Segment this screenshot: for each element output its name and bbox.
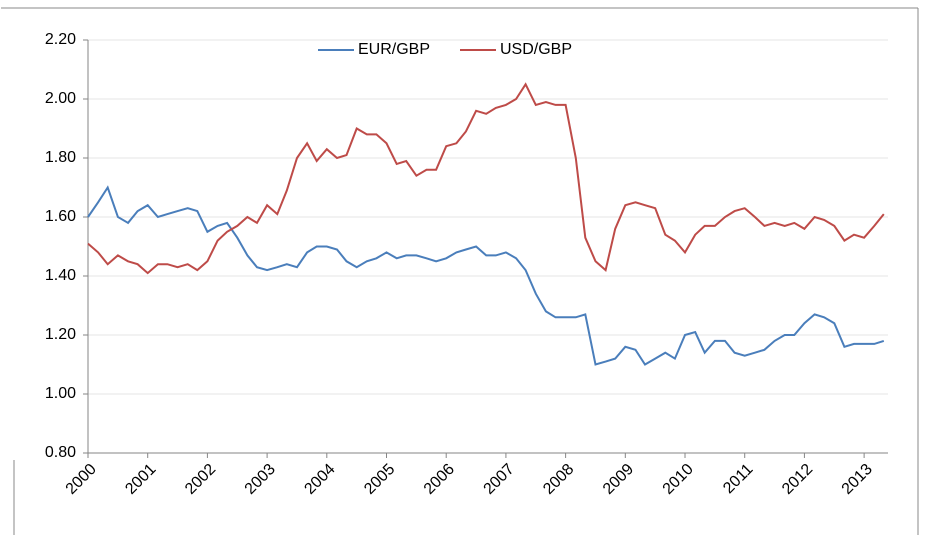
y-tick-label: 0.80: [45, 444, 76, 461]
legend-label: EUR/GBP: [358, 41, 430, 58]
y-tick-label: 1.80: [45, 149, 76, 166]
x-tick-label: 2004: [301, 461, 338, 498]
legend-label: USD/GBP: [500, 41, 572, 58]
y-tick-label: 1.40: [45, 267, 76, 284]
y-tick-label: 1.60: [45, 208, 76, 225]
x-tick-label: 2008: [540, 461, 577, 498]
y-tick-label: 2.00: [45, 90, 76, 107]
x-tick-label: 2005: [361, 461, 398, 498]
x-tick-label: 2013: [839, 461, 876, 498]
y-tick-label: 1.20: [45, 326, 76, 343]
x-tick-label: 2012: [779, 461, 816, 498]
x-tick-label: 2009: [600, 461, 637, 498]
x-tick-label: 2006: [421, 461, 458, 498]
x-tick-label: 2001: [122, 461, 159, 498]
x-tick-label: 2000: [63, 461, 100, 498]
x-tick-label: 2011: [720, 461, 756, 497]
line-series: [87, 185, 885, 366]
x-tick-label: 2010: [660, 461, 697, 498]
x-tick-label: 2007: [481, 461, 518, 498]
y-tick-label: 2.20: [45, 31, 76, 48]
y-tick-label: 1.00: [45, 385, 76, 402]
line-series: [87, 82, 885, 275]
x-tick-label: 2003: [242, 461, 279, 498]
x-tick-label: 2002: [182, 461, 219, 498]
